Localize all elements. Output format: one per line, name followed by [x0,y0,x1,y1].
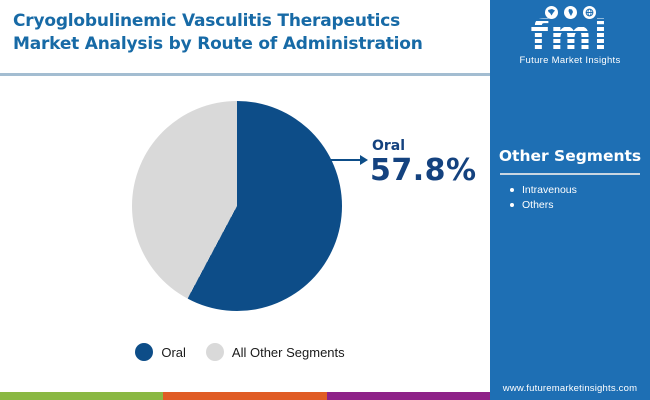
globe-icon [582,6,596,19]
callout-segment-label: Oral [372,138,406,154]
sidebar: fmi Future Market Insights Other Segment… [490,0,650,400]
list-item: Intravenous [510,183,650,198]
legend-item-oral: Oral [135,343,186,361]
fmi-tagline: Future Market Insights [519,55,621,66]
legend-label: All Other Segments [231,344,345,360]
logo-icons [490,6,650,19]
other-segments-panel: Other Segments Intravenous Others [490,147,650,213]
purple-stripe [326,392,490,400]
page-title: Cryoglobulinemic Vasculitis Therapeutics… [13,10,480,56]
callout-segment-value: 57.8% [370,153,477,188]
south-america-map-icon [563,6,577,19]
oral-swatch-icon [135,343,154,361]
pie-chart [132,101,342,311]
legend-label: Oral [161,344,186,360]
all-other-segments-swatch-icon [205,343,224,361]
bullet-icon [510,203,514,207]
footer-stripes [0,392,490,400]
list-item: Others [510,198,650,213]
bullet-icon [510,188,514,192]
orange-stripe [163,392,327,400]
other-segments-list: Intravenous Others [490,183,650,213]
fmi-brand-text: fmi [490,15,650,57]
callout-leader-line [330,159,362,161]
header: Cryoglobulinemic Vasculitis Therapeutics… [0,0,490,73]
website-url: www.futuremarketinsights.com [502,383,638,394]
arrow-right-icon [360,154,368,165]
list-item-label: Others [522,199,554,211]
legend-item-all-other-segments: All Other Segments [205,343,345,361]
other-segments-heading: Other Segments [498,147,642,165]
title-line-1: Cryoglobulinemic Vasculitis Therapeutics [13,11,401,31]
list-item-label: Intravenous [522,184,577,196]
chart-legend: Oral All Other Segments [0,343,480,361]
green-stripe [0,392,164,400]
title-line-2: Market Analysis by Route of Administrati… [13,34,423,54]
other-segments-divider [500,173,640,175]
header-divider [0,73,490,76]
north-america-map-icon [544,6,558,19]
fmi-logo: fmi Future Market Insights [490,6,650,66]
